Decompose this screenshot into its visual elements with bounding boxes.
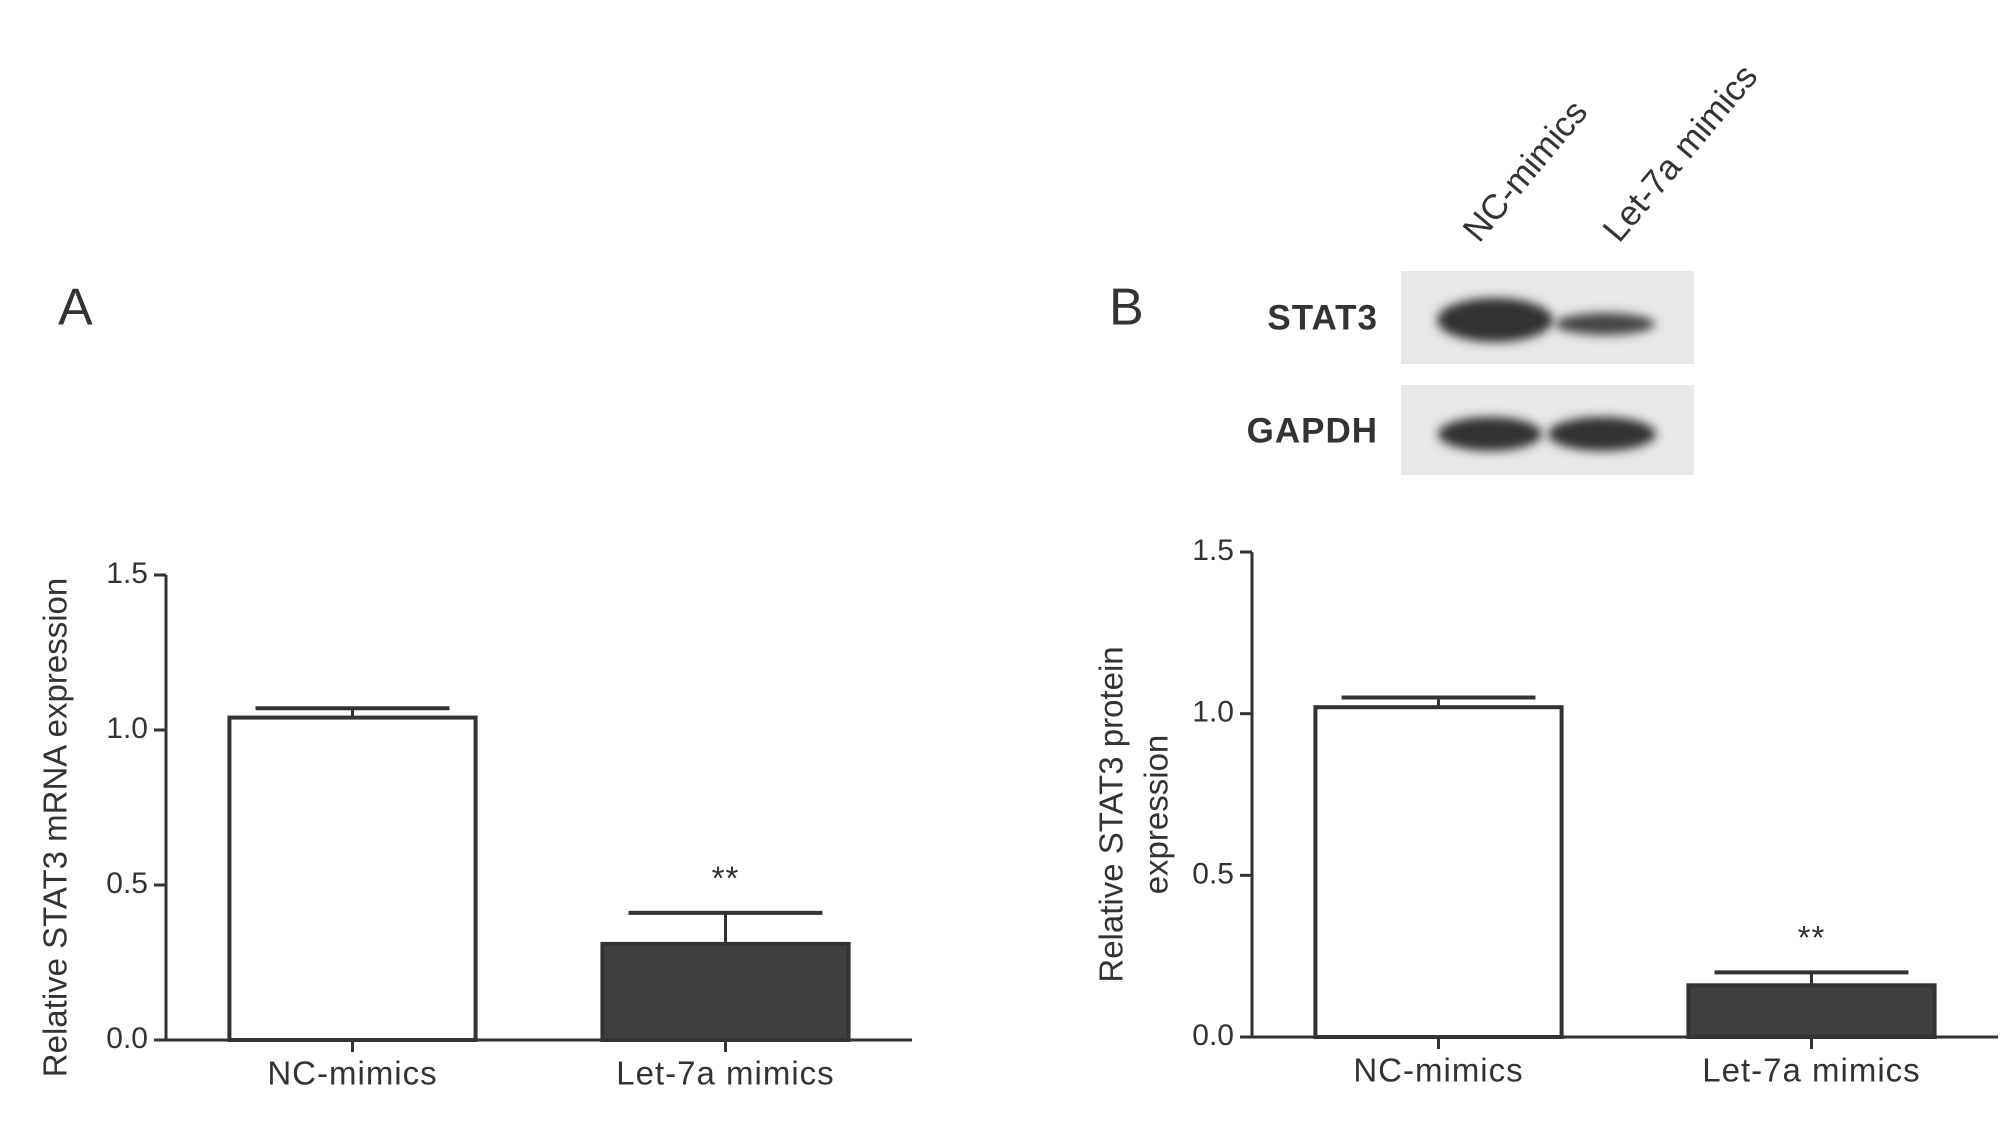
y-tick-label: 0.0 xyxy=(1192,1019,1234,1052)
blot-lane-label: Let-7a mimics xyxy=(1595,57,1765,249)
y-tick-label: 0.5 xyxy=(106,867,148,900)
blot-band xyxy=(1555,313,1655,335)
y-tick-label: 1.5 xyxy=(1192,534,1234,567)
y-tick-label: 1.5 xyxy=(106,557,148,590)
y-axis-label: Relative STAT3 protein xyxy=(1093,646,1130,982)
y-axis-label: expression xyxy=(1138,735,1175,895)
y-tick-label: 0.5 xyxy=(1192,857,1234,890)
panel-label: A xyxy=(58,279,93,337)
y-axis-label: Relative STAT3 mRNA expression xyxy=(37,578,74,1077)
bar xyxy=(227,715,478,1042)
x-tick-label: Let-7a mimics xyxy=(616,1055,834,1092)
blot-lane-label: NC-mimics xyxy=(1455,93,1595,249)
blot-row-label: GAPDH xyxy=(1247,411,1378,450)
bar-chart: B Relative STAT3 protein expression 0.0 0.5 1… xyxy=(1093,279,1998,1089)
bar xyxy=(600,941,851,1043)
bar xyxy=(1313,705,1564,1039)
blot-band xyxy=(1438,417,1542,451)
y-tick-label: 0.0 xyxy=(106,1022,148,1055)
blot-band xyxy=(1437,298,1553,342)
blot-row-label: STAT3 xyxy=(1267,298,1378,337)
bar-chart: A Relative STAT3 mRNA expression 0.0 0.5 1.0… xyxy=(37,279,912,1092)
bar xyxy=(1686,983,1937,1039)
x-tick-label: Let-7a mimics xyxy=(1702,1052,1920,1089)
western-blot: STAT3 GAPDH NC-mimics Let-7a mimics xyxy=(1247,57,1765,475)
y-tick-label: 1.0 xyxy=(106,712,148,745)
x-tick-label: NC-mimics xyxy=(1353,1052,1523,1089)
x-tick-label: NC-mimics xyxy=(267,1055,437,1092)
significance-label: ** xyxy=(712,860,740,897)
significance-label: ** xyxy=(1798,919,1826,956)
panel-label: B xyxy=(1109,279,1144,337)
blot-band xyxy=(1548,417,1656,451)
y-tick-label: 1.0 xyxy=(1192,696,1234,729)
